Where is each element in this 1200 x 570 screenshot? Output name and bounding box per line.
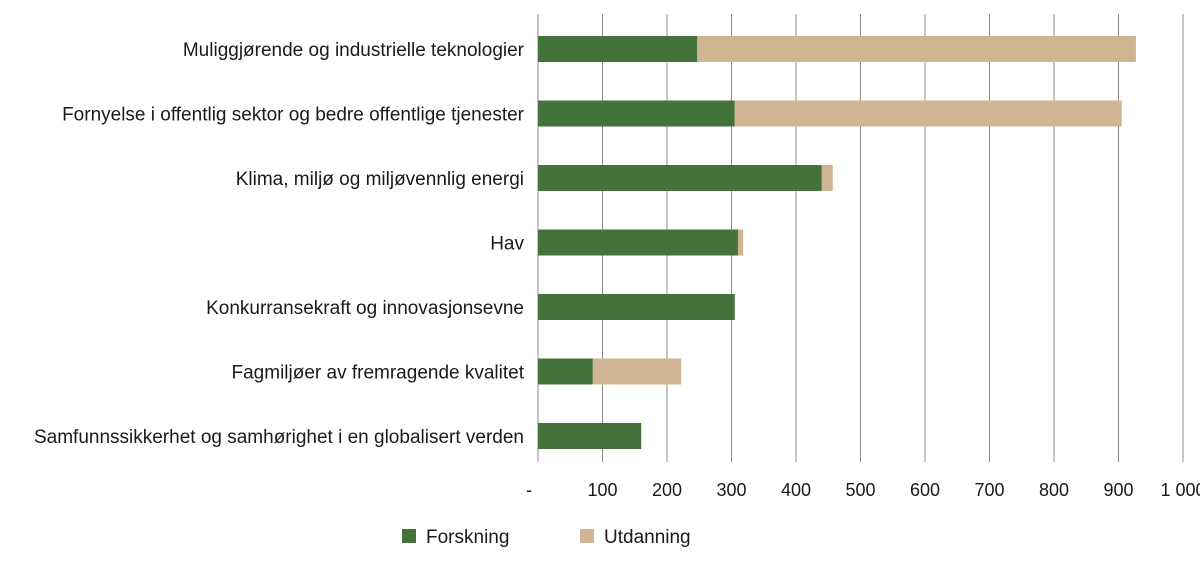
bar-forskning — [538, 229, 738, 256]
legend: Forskning Utdanning — [402, 527, 691, 548]
x-tick-label: 200 — [652, 480, 682, 500]
bar-utdanning — [697, 36, 1136, 62]
x-tick-label: 300 — [716, 480, 746, 500]
bar-forskning — [538, 294, 735, 320]
category-label: Konkurransekraft og innovasjonsevne — [206, 298, 524, 319]
category-label: Fornyelse i offentlig sektor og bedre of… — [62, 105, 525, 126]
x-tick-label: 700 — [974, 480, 1004, 500]
x-tick-label: 400 — [781, 480, 811, 500]
category-label: Hav — [490, 234, 524, 255]
bar-utdanning — [592, 358, 682, 385]
bar-utdanning — [737, 229, 744, 256]
category-label: Klima, miljø og miljøvennlig energi — [236, 169, 524, 190]
x-tick-label: 1 000 — [1160, 480, 1200, 500]
bar-utdanning — [821, 165, 833, 191]
legend-swatch — [580, 529, 594, 543]
legend-label: Utdanning — [604, 527, 691, 548]
bar-forskning — [538, 165, 822, 191]
gridlines — [537, 14, 1184, 462]
x-tick-label: 800 — [1039, 480, 1069, 500]
bar-forskning — [538, 358, 593, 385]
x-tick-label: 100 — [587, 480, 617, 500]
category-label: Fagmiljøer av fremragende kvalitet — [232, 363, 525, 384]
bar-forskning — [538, 36, 698, 62]
x-tick-label: 900 — [1103, 480, 1133, 500]
x-tick-labels: - 100 200 300 400 500 600 700 800 900 1 000 — [526, 480, 1200, 500]
legend-label: Forskning — [426, 527, 509, 548]
category-labels: Muliggjørende og industrielle teknologie… — [34, 40, 525, 448]
bar-utdanning — [734, 100, 1122, 127]
bar-forskning — [538, 423, 642, 449]
legend-swatch — [402, 529, 416, 543]
bars — [538, 36, 1136, 449]
x-tick-label: 500 — [845, 480, 875, 500]
x-tick-label: - — [526, 480, 532, 500]
category-label: Muliggjørende og industrielle teknologie… — [183, 40, 525, 61]
bar-forskning — [538, 100, 735, 127]
category-label: Samfunnssikkerhet og samhørighet i en gl… — [34, 427, 524, 448]
x-tick-label: 600 — [910, 480, 940, 500]
